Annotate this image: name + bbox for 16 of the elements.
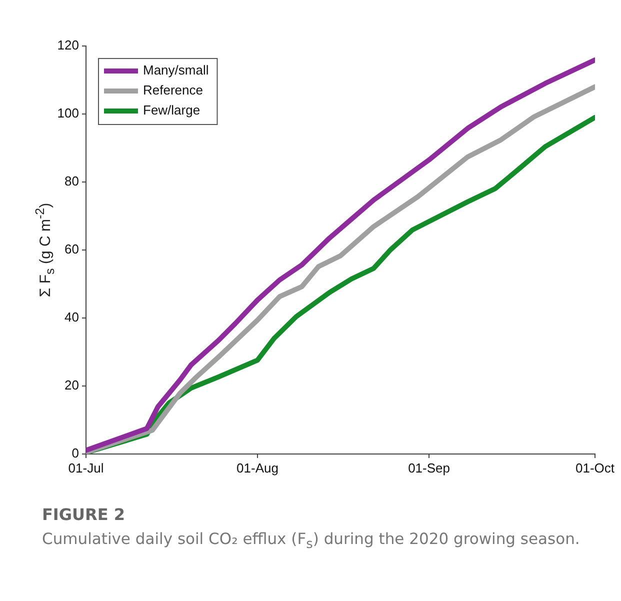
- x-tick-label: 01-Sep: [408, 460, 450, 476]
- legend-label: Reference: [143, 82, 203, 98]
- y-tick-label: 80: [64, 174, 79, 189]
- legend-label: Few/large: [143, 102, 200, 118]
- legend-label: Many/small: [143, 62, 209, 78]
- x-tick-label: 01-Jul: [68, 460, 104, 476]
- text: Cumulative daily soil CO₂ efflux (F$_{s}$) during the 2020 growing season.: [42, 529, 581, 554]
- y-tick-label: 40: [64, 310, 79, 325]
- x-tick-label: 01-Oct: [575, 460, 615, 476]
- y-tick-label: 120: [57, 38, 79, 53]
- y-tick-label: 20: [64, 378, 79, 393]
- text: FIGURE 2: [42, 505, 125, 524]
- y-tick-label: 60: [64, 242, 79, 257]
- y-tick-label: 100: [57, 106, 79, 121]
- y-tick-label: 0: [72, 446, 79, 461]
- x-tick-label: 01-Aug: [236, 460, 278, 476]
